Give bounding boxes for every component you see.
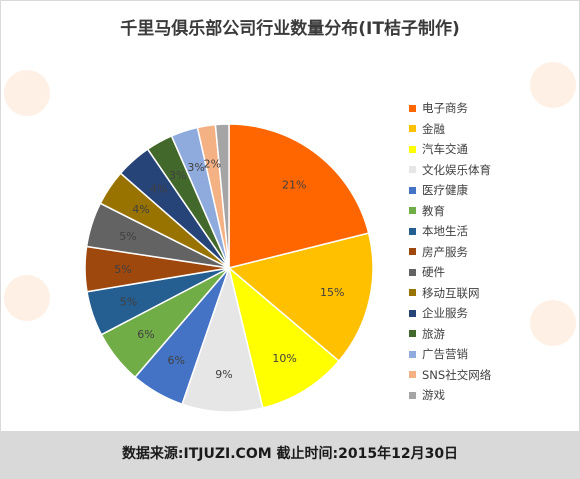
legend-label: 旅游 bbox=[422, 326, 445, 341]
legend-item: 电子商务 bbox=[409, 98, 579, 119]
watermark-logo bbox=[530, 62, 576, 108]
slice-data-label: 5% bbox=[114, 263, 131, 276]
slice-data-label: 9% bbox=[215, 368, 232, 381]
legend-swatch bbox=[409, 350, 416, 358]
watermark-logo bbox=[4, 275, 50, 321]
legend-swatch bbox=[409, 207, 416, 215]
legend-label: 金融 bbox=[422, 121, 445, 136]
legend-label: 移动互联网 bbox=[422, 285, 480, 300]
source-footer: 数据来源:ITJUZI.COM 截止时间:2015年12月30日 bbox=[0, 431, 580, 479]
legend-swatch bbox=[409, 289, 416, 297]
legend-item: 移动互联网 bbox=[409, 283, 579, 304]
pie-slice bbox=[227, 265, 340, 409]
pie-slice bbox=[181, 265, 264, 413]
legend-swatch bbox=[409, 186, 416, 194]
legend-item: 硬件 bbox=[409, 262, 579, 283]
chart-title: 千里马俱乐部公司行业数量分布(IT桔子制作) bbox=[120, 19, 460, 39]
watermark-logo bbox=[4, 70, 50, 116]
legend-label: 文化娱乐体育 bbox=[422, 162, 491, 177]
slice-data-label: 6% bbox=[168, 354, 185, 367]
legend-label: 医疗健康 bbox=[422, 183, 468, 198]
legend-label: 房产服务 bbox=[422, 244, 468, 259]
legend-item: 本地生活 bbox=[409, 221, 579, 242]
slice-data-label: 4% bbox=[150, 183, 167, 196]
chart-legend: 电子商务金融汽车交通文化娱乐体育 医疗健康教育本地生活房产服务硬件移动互联网企业服… bbox=[409, 98, 579, 406]
legend-label: 汽车交通 bbox=[422, 142, 468, 157]
legend-swatch bbox=[409, 371, 416, 379]
legend-swatch bbox=[409, 330, 416, 338]
legend-swatch bbox=[409, 227, 416, 235]
watermark-logo bbox=[530, 300, 576, 346]
slice-data-label: 21% bbox=[282, 178, 306, 191]
legend-label: 电子商务 bbox=[422, 101, 468, 116]
legend-label: 企业服务 bbox=[422, 306, 468, 321]
legend-label: SNS社交网络 bbox=[422, 367, 492, 382]
legend-swatch bbox=[409, 248, 416, 256]
slice-data-label: 6% bbox=[137, 328, 154, 341]
pie-slice bbox=[228, 123, 370, 269]
legend-item: 金融 bbox=[409, 119, 579, 140]
legend-label: 教育 bbox=[422, 203, 445, 218]
slice-data-label: 3% bbox=[169, 169, 186, 182]
legend-label: 硬件 bbox=[422, 265, 445, 280]
legend-item: 游戏 bbox=[409, 385, 579, 406]
legend-swatch bbox=[409, 166, 416, 174]
legend-item: 汽车交通 bbox=[409, 139, 579, 160]
legend-swatch bbox=[409, 309, 416, 317]
pie-slice bbox=[227, 232, 374, 363]
pie-slice bbox=[214, 123, 230, 269]
legend-item: 房产服务 bbox=[409, 242, 579, 263]
slice-data-label: 4% bbox=[132, 203, 149, 216]
legend-swatch bbox=[409, 125, 416, 133]
legend-item: 广告营销 bbox=[409, 344, 579, 365]
slice-data-label: 5% bbox=[119, 230, 136, 243]
legend-item: 企业服务 bbox=[409, 303, 579, 324]
slice-data-label: 5% bbox=[120, 296, 137, 309]
legend-swatch bbox=[409, 391, 416, 399]
legend-item: 旅游 bbox=[409, 324, 579, 345]
slice-data-label: 3% bbox=[187, 161, 204, 174]
legend-label: 本地生活 bbox=[422, 224, 468, 239]
legend-swatch bbox=[409, 268, 416, 276]
legend-swatch bbox=[409, 145, 416, 153]
slice-data-label: 10% bbox=[272, 352, 296, 365]
legend-item: 文化娱乐体育 bbox=[409, 160, 579, 181]
legend-label: 游戏 bbox=[422, 388, 445, 403]
slice-data-label: 2% bbox=[204, 157, 221, 170]
legend-item: 教育 bbox=[409, 201, 579, 222]
legend-item: 医疗健康 bbox=[409, 180, 579, 201]
legend-label: 广告营销 bbox=[422, 347, 468, 362]
legend-swatch bbox=[409, 104, 416, 112]
slice-data-label: 15% bbox=[320, 286, 344, 299]
legend-item: SNS社交网络 bbox=[409, 365, 579, 386]
